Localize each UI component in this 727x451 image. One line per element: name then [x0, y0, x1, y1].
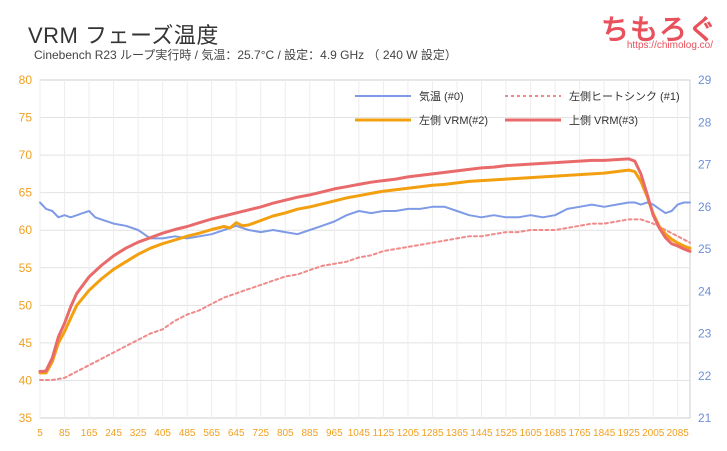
x-axis-tick: 1365: [446, 428, 469, 439]
x-axis-tick: 85: [59, 428, 71, 439]
legend-label: 左側ヒートシンク (#1): [569, 90, 680, 103]
left-axis-tick: 40: [19, 373, 33, 387]
right-axis-tick: 24: [698, 284, 712, 298]
x-axis-tick: 1605: [519, 428, 542, 439]
x-axis-tick: 965: [326, 428, 343, 439]
series-line-3: [38, 157, 692, 373]
x-axis-tick: 485: [179, 428, 196, 439]
series-line-0: [39, 201, 691, 240]
x-axis-tick: 1205: [397, 428, 420, 439]
x-axis-tick: 565: [203, 428, 220, 439]
plot-area: [39, 79, 691, 419]
left-axis-tick: 75: [19, 111, 33, 125]
left-axis-tick: 80: [19, 73, 33, 87]
legend-label: 気温 (#0): [419, 89, 464, 103]
chart-subtitle: Cinebench R23 ループ実行時 / 気温：25.7°C / 設定：4.…: [34, 48, 457, 62]
x-axis-tick: 5: [37, 428, 43, 439]
chart-title: VRM フェーズ温度: [28, 23, 219, 48]
x-axis-tick: 1285: [421, 428, 444, 439]
x-axis-tick: 1685: [544, 428, 567, 439]
x-axis-tick: 885: [301, 428, 318, 439]
left-axis-tick: 45: [19, 336, 33, 350]
left-axis-tick: 55: [19, 261, 33, 275]
x-axis-tick: 1525: [495, 428, 518, 439]
left-axis-tick: 70: [19, 148, 33, 162]
right-axis-tick: 28: [698, 115, 712, 129]
x-axis-tick: 725: [252, 428, 269, 439]
left-axis-tick: 50: [19, 298, 33, 312]
legend-label: 上側 VRM(#3): [569, 114, 638, 127]
x-axis-tick: 405: [154, 428, 171, 439]
x-axis-tick: 1845: [593, 428, 616, 439]
right-axis-tick: 23: [698, 327, 712, 341]
x-axis-tick: 1125: [373, 428, 395, 439]
x-axis-tick: 2005: [642, 428, 665, 439]
x-axis-tick: 1765: [568, 428, 591, 439]
right-axis-tick: 22: [698, 369, 712, 383]
x-axis-tick: 2085: [667, 428, 690, 439]
series-line-2: [38, 168, 692, 375]
left-axis-tick: 65: [19, 186, 33, 200]
right-axis-tick: 26: [698, 200, 712, 214]
legend-label: 左側 VRM(#2): [419, 114, 488, 127]
series-line-1: [39, 218, 691, 381]
right-axis-tick: 27: [698, 158, 712, 172]
right-axis-tick: 29: [698, 73, 712, 87]
x-axis-tick: 1925: [618, 428, 641, 439]
x-axis-tick: 165: [81, 428, 98, 439]
right-axis-tick: 21: [698, 411, 712, 425]
brand-url: https://chimolog.co/: [626, 40, 713, 51]
x-axis-tick: 1445: [470, 428, 493, 439]
brand-logo: ちもろぐ: [600, 14, 717, 45]
x-axis-tick: 645: [228, 428, 245, 439]
x-axis-tick: 1045: [348, 428, 371, 439]
x-axis-tick: 245: [105, 428, 122, 439]
right-axis-tick: 25: [698, 242, 712, 256]
left-axis-tick: 35: [19, 411, 33, 425]
x-axis-tick: 325: [130, 428, 147, 439]
left-axis-tick: 60: [19, 223, 33, 237]
x-axis-tick: 805: [277, 428, 294, 439]
